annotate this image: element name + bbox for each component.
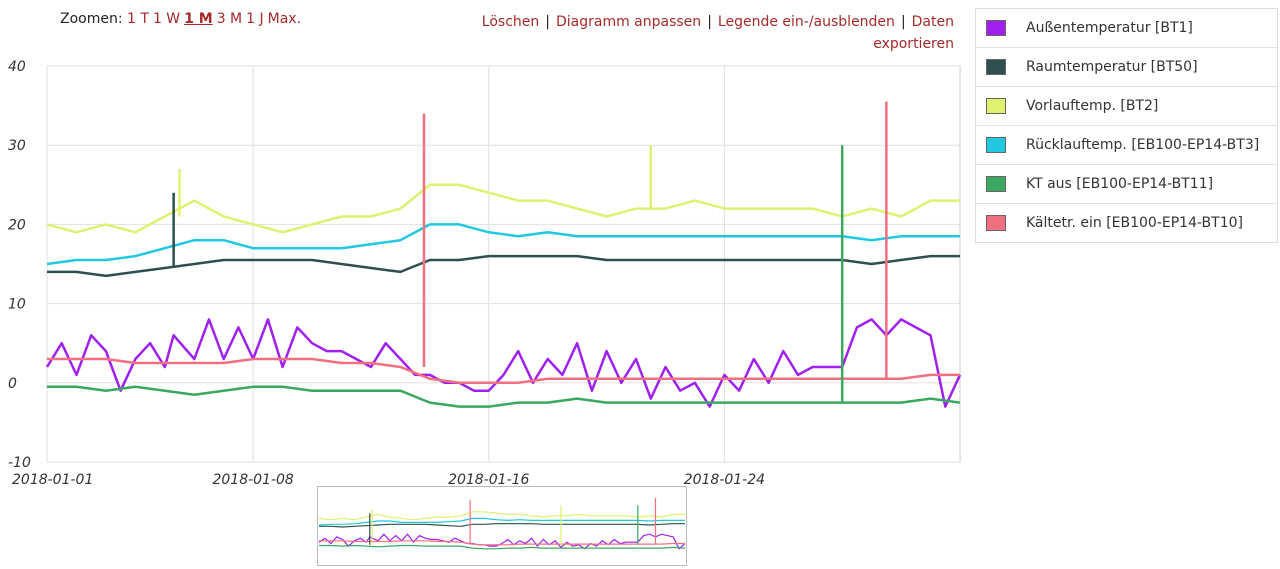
zoom-label: Zoomen: <box>60 11 123 27</box>
overview-chart[interactable] <box>317 486 687 566</box>
series-line <box>46 183 960 234</box>
series-line <box>47 357 960 385</box>
legend-item[interactable]: Raumtemperatur [BT50] <box>976 48 1277 87</box>
legend-item[interactable]: KT aus [EB100-EP14-BT11] <box>976 165 1277 204</box>
overview-line <box>318 511 685 521</box>
x-tick-label: 2018-01-08 <box>212 472 293 488</box>
legend-swatch <box>986 98 1006 114</box>
zoom-1m[interactable]: 1 M <box>184 11 213 27</box>
legend-swatch <box>986 20 1006 36</box>
x-tick-label: 2018-01-16 <box>448 472 529 488</box>
series-line <box>46 223 960 266</box>
legend-item[interactable]: Kältetr. ein [EB100-EP14-BT10] <box>976 204 1277 242</box>
overview-line <box>319 523 685 528</box>
series-line <box>45 318 962 408</box>
zoom-1t[interactable]: 1 T <box>127 11 149 27</box>
export-link[interactable]: Daten exportieren <box>873 14 954 52</box>
y-tick-label: 20 <box>8 217 26 233</box>
y-tick-label: 10 <box>8 297 26 313</box>
clear-link[interactable]: Löschen <box>481 14 540 30</box>
y-tick-label: 30 <box>8 138 26 154</box>
legend-swatch <box>986 137 1006 153</box>
x-tick-label: 2018-01-01 <box>12 472 93 488</box>
legend-swatch <box>986 176 1006 192</box>
legend-item[interactable]: Außentemperatur [BT1] <box>976 9 1277 48</box>
legend-item[interactable]: Rücklauftemp. [EB100-EP14-BT3] <box>976 126 1277 165</box>
legend-swatch <box>986 59 1006 75</box>
toggle-legend-link[interactable]: Legende ein-/ausblenden <box>717 14 895 30</box>
y-tick-label: -10 <box>8 455 31 471</box>
overview-frame <box>317 486 687 566</box>
zoom-1w[interactable]: 1 W <box>152 11 181 27</box>
legend: Außentemperatur [BT1] Raumtemperatur [BT… <box>975 8 1278 243</box>
legend-item[interactable]: Vorlauftemp. [BT2] <box>976 87 1277 126</box>
zoom-1j[interactable]: 1 J <box>246 11 264 27</box>
zoom-max[interactable]: Max. <box>267 11 302 27</box>
main-chart[interactable]: -10 0 10 20 30 40 2018-01-01 2018-01-08 2018-01-… <box>0 0 965 490</box>
series-line <box>47 385 961 408</box>
x-tick-label: 2018-01-24 <box>684 472 765 488</box>
y-tick-label: 40 <box>8 59 26 75</box>
legend-swatch <box>986 215 1006 231</box>
overview-line <box>319 544 686 550</box>
y-tick-label: 0 <box>8 376 17 392</box>
overview-line <box>319 540 685 546</box>
overview-line <box>318 517 685 526</box>
overview-line <box>318 533 686 550</box>
zoom-3m[interactable]: 3 M <box>216 11 243 27</box>
customize-link[interactable]: Diagramm anpassen <box>555 14 702 30</box>
series-line <box>47 254 960 278</box>
chart-actions: Löschen | Diagramm anpassen | Legende ein-/a… <box>481 14 954 52</box>
